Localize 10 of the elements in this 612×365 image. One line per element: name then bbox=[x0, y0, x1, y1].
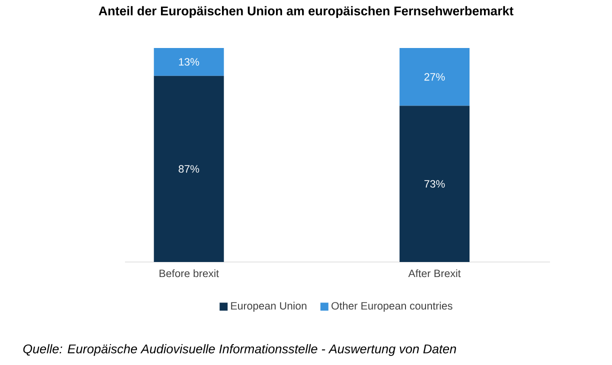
legend-label: Other European countries bbox=[332, 302, 452, 312]
source-note: Quelle: Europäische Audiovisuelle Informationsstelle - Auswertung von Daten bbox=[23, 344, 456, 356]
data-label: 87% bbox=[178, 165, 200, 173]
data-label: 73% bbox=[424, 180, 445, 188]
chart-title: Anteil der Europäischen Union am europäischen Fernsehwerbemarkt bbox=[98, 6, 514, 18]
x-tick-label: Before brexit bbox=[160, 269, 219, 278]
x-tick-label: After Brexit bbox=[408, 269, 461, 278]
data-label: 27% bbox=[424, 73, 445, 81]
data-label: 13% bbox=[179, 58, 200, 66]
legend-label: European Union bbox=[231, 302, 306, 312]
